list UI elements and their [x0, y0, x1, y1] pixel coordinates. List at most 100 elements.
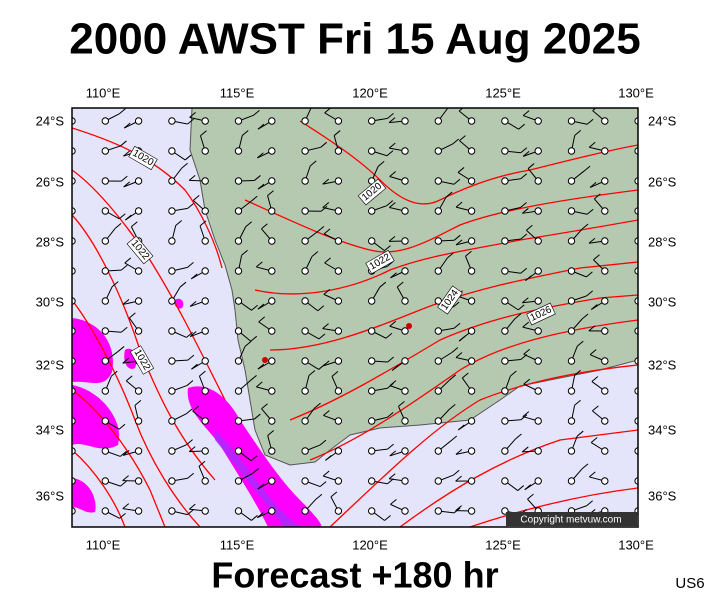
wind-barb: [250, 195, 258, 202]
station: [201, 387, 209, 395]
station: [334, 447, 343, 455]
station: [234, 477, 243, 485]
wind-barb: [187, 509, 194, 516]
wind-barb: [521, 297, 529, 304]
wind-barb: [514, 313, 522, 319]
station: [501, 147, 509, 155]
wind-barb: [189, 331, 197, 337]
station: [401, 117, 409, 125]
wind-barb: [241, 249, 248, 256]
station: [601, 207, 609, 215]
station: [234, 447, 243, 455]
wind-barb: [593, 254, 600, 261]
wind-barb: [253, 109, 260, 116]
wind-barb: [586, 208, 594, 215]
wind-barb: [581, 223, 589, 230]
wind-barb: [450, 435, 458, 442]
wind-barb: [311, 251, 319, 257]
wind-barb: [256, 261, 263, 268]
station: [534, 477, 542, 485]
product-code: US6: [675, 575, 704, 592]
station: [567, 117, 576, 125]
station: [201, 447, 209, 455]
wind-barb: [258, 316, 265, 323]
station: [301, 387, 309, 395]
wind-barb: [591, 376, 599, 382]
station: [101, 117, 110, 125]
wind-barb: [56, 202, 62, 207]
lat-label: 26°S: [648, 174, 677, 189]
wind-barb: [187, 202, 195, 209]
wind-barb: [576, 340, 584, 347]
station: [334, 327, 343, 335]
station: [368, 387, 376, 395]
wind-barb: [125, 214, 132, 221]
wind-barb: [388, 142, 396, 149]
wind-barb: [256, 512, 264, 519]
station: [168, 147, 176, 155]
station: [601, 477, 609, 485]
isobar-label-box: [357, 178, 387, 206]
station: [434, 297, 442, 305]
station: [467, 477, 476, 485]
wind-barb: [58, 393, 64, 398]
station: [368, 297, 376, 305]
wind-barb: [323, 228, 331, 235]
wind-barb: [586, 118, 594, 125]
station: [334, 297, 343, 305]
station: [234, 267, 243, 275]
wind-barb: [586, 271, 593, 278]
wind-barb: [389, 380, 397, 386]
station: [168, 387, 176, 395]
wind-barb: [385, 332, 393, 339]
wind-barb: [523, 378, 531, 385]
station: [434, 387, 442, 395]
wind-barb: [458, 335, 466, 342]
station: [201, 207, 209, 215]
station: [401, 477, 409, 485]
wind-barb: [391, 365, 399, 371]
station: [368, 477, 376, 485]
station: [467, 357, 476, 365]
lon-label: 110°E: [86, 85, 121, 100]
wind-barb: [589, 471, 596, 478]
wind-barb: [449, 374, 457, 381]
wind-barb: [398, 401, 405, 407]
wind-barb: [589, 349, 597, 356]
station: [134, 327, 143, 335]
wind-barb: [637, 211, 638, 212]
wind-barb: [186, 439, 193, 446]
wind-barb: [643, 311, 649, 316]
wind-barb: [522, 321, 530, 328]
station: [534, 297, 542, 305]
wind-barb: [64, 462, 70, 467]
station: [567, 417, 576, 425]
wind-barb: [122, 450, 130, 456]
station: [501, 207, 509, 215]
wind-barb: [134, 400, 142, 406]
station: [101, 507, 110, 515]
wind-barb: [267, 430, 275, 436]
station: [134, 297, 143, 305]
wind-barb: [518, 123, 525, 130]
station: [567, 357, 576, 365]
wind-barb: [455, 239, 463, 246]
wind-barb: [384, 515, 391, 521]
wind-barb: [323, 410, 330, 416]
wind-barb: [589, 182, 597, 188]
lat-label: 26°S: [36, 174, 65, 189]
wind-barb: [257, 483, 265, 490]
station: [168, 477, 176, 485]
wind-barb: [188, 503, 196, 510]
copyright-box: [506, 512, 637, 526]
station: [601, 357, 609, 365]
station: [501, 357, 509, 365]
station: [467, 447, 476, 455]
wind-barb: [323, 288, 331, 295]
wind-barb: [179, 281, 187, 288]
station: [534, 147, 542, 155]
city: [406, 323, 412, 329]
lat-label: 28°S: [648, 234, 677, 249]
station: [101, 327, 110, 335]
